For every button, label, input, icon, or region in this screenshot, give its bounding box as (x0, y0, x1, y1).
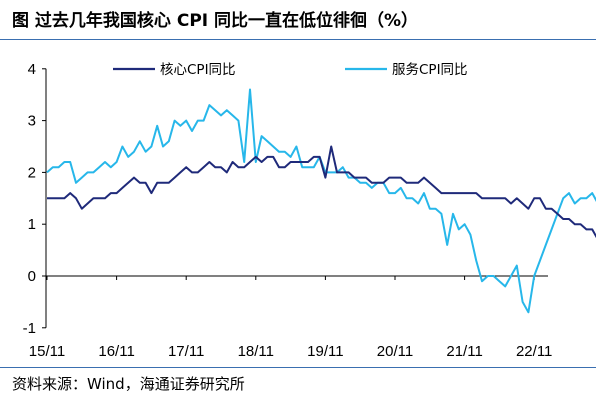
y-tick-label: -1 (23, 320, 36, 337)
x-tick-label: 20/11 (377, 343, 413, 360)
legend-label: 核心CPI同比 (160, 62, 236, 78)
x-tick-label: 18/11 (238, 343, 274, 360)
figure-title: 图 过去几年我国核心 CPI 同比一直在低位徘徊（%） (12, 11, 419, 31)
x-tick-label: 17/11 (168, 343, 204, 360)
x-tick-label: 21/11 (446, 343, 482, 360)
x-tick-label: 15/11 (29, 343, 65, 360)
y-tick-label: 0 (28, 268, 36, 285)
y-tick-label: 2 (28, 164, 36, 181)
y-tick-label: 3 (28, 113, 36, 130)
x-tick-label: 22/11 (516, 343, 552, 360)
x-tick-label: 16/11 (98, 343, 134, 360)
y-tick-label: 4 (28, 61, 36, 78)
series-line-core-cpi (47, 145, 596, 239)
legend-label: 服务CPI同比 (392, 62, 468, 78)
title-bar: 图 过去几年我国核心 CPI 同比一直在低位徘徊（%） (0, 0, 596, 40)
y-tick-label: 1 (28, 216, 36, 233)
source-note: 资料来源：Wind，海通证券研究所 (12, 375, 245, 393)
x-tick-label: 19/11 (307, 343, 343, 360)
footer-divider (0, 367, 596, 368)
series-line-services-cpi (46, 88, 596, 314)
